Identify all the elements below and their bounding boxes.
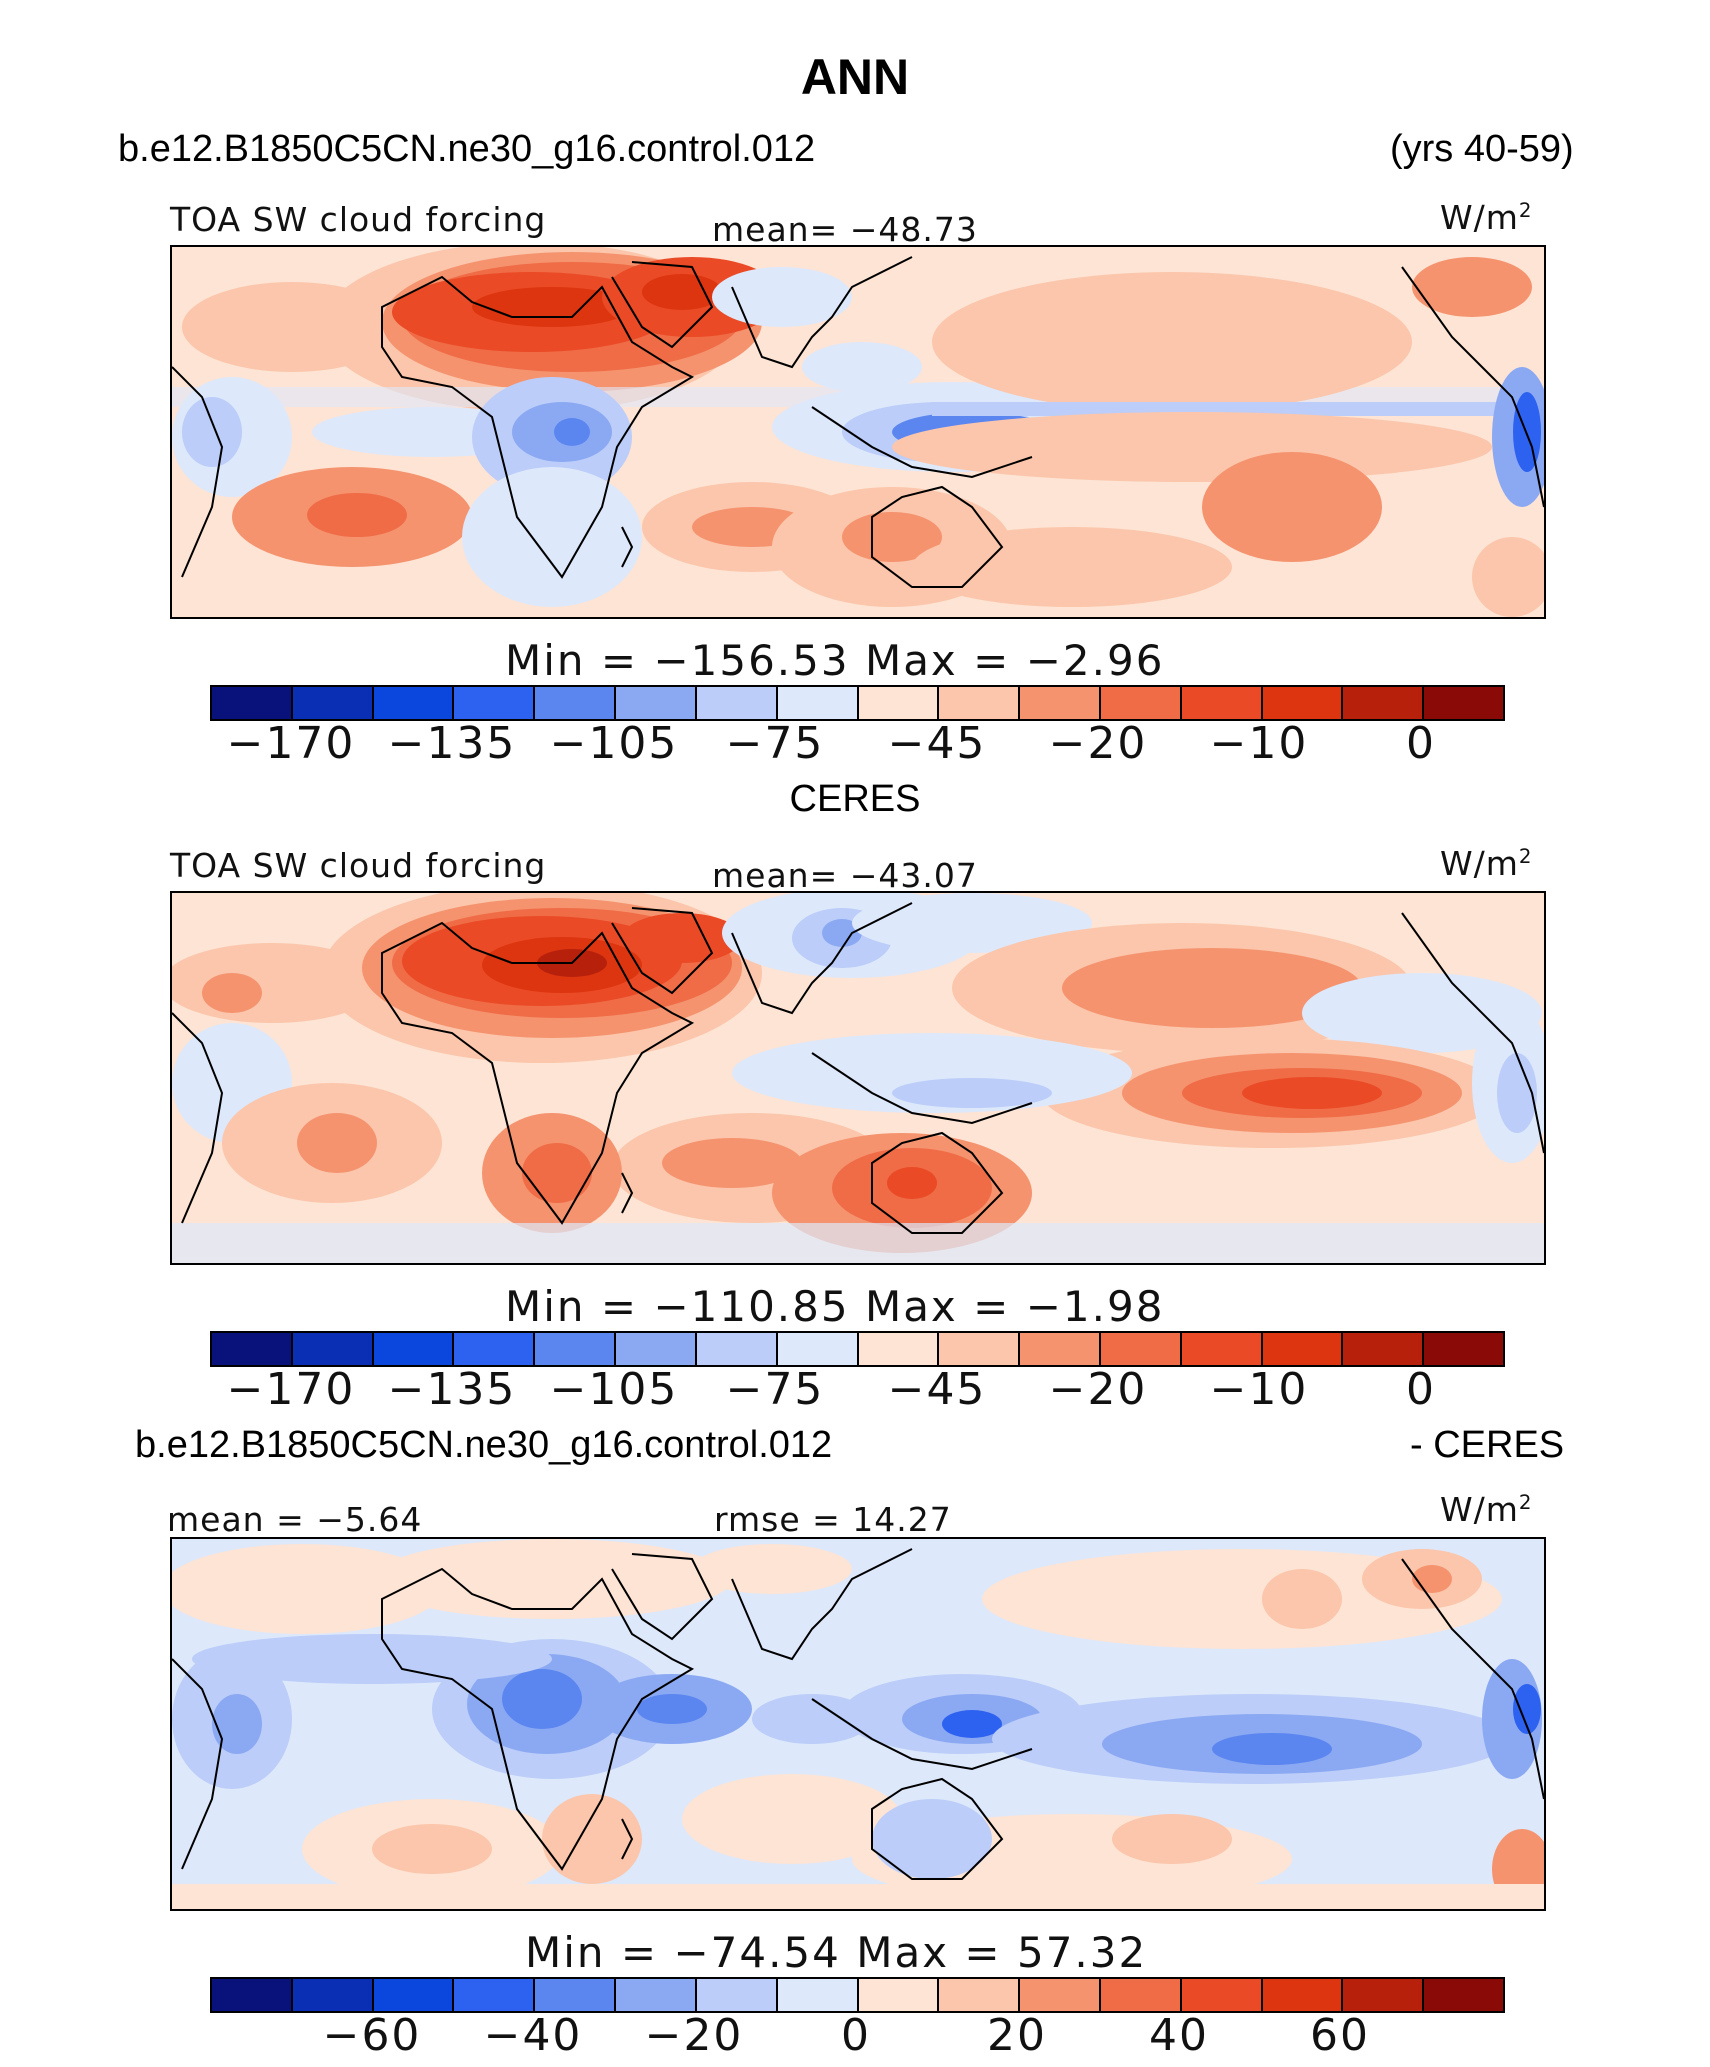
units-label: W/m2 (1440, 1490, 1533, 1529)
colorbar-tick-label: 0 (1406, 1364, 1436, 1415)
min-max-stat: Min = −74.54 Max = 57.32 (525, 1928, 1148, 1977)
colorbar-tick-label: −170 (226, 718, 356, 769)
colorbar-cell (1424, 1333, 1503, 1365)
years-label: (yrs 40-59) (1390, 128, 1574, 170)
colorbar-tick-label: 40 (1149, 2010, 1209, 2061)
colorbar-cell (373, 687, 455, 719)
colorbar-cell (939, 687, 1021, 719)
colorbar-cell (1181, 687, 1263, 719)
colorbar-cell (616, 1979, 697, 2011)
colorbar-cell (696, 687, 778, 719)
colorbar-tick-label: −20 (1048, 718, 1148, 769)
colorbar-tick-label: −40 (483, 2010, 583, 2061)
colorbar-cell (535, 687, 617, 719)
colorbar-cell (1262, 1333, 1344, 1365)
colorbar-cell (292, 1333, 374, 1365)
colorbar-tick-label: −10 (1209, 718, 1309, 769)
diff-title: b.e12.B1850C5CN.ne30_g16.control.012 (135, 1424, 833, 1466)
obs-title: CERES (789, 778, 921, 820)
contour-field-obs (172, 893, 1544, 1263)
colorbar-cell (1100, 687, 1182, 719)
colorbar-cell (1181, 1333, 1263, 1365)
colorbar-tick-label: −170 (226, 1364, 356, 1415)
min-max-stat: Min = −110.85 Max = −1.98 (505, 1282, 1165, 1331)
colorbar-cell (1100, 1333, 1182, 1365)
colorbar-cell (1343, 687, 1425, 719)
colorbar-cell (292, 687, 374, 719)
colorbar-cell (858, 1333, 940, 1365)
variable-label: TOA SW cloud forcing (170, 200, 547, 239)
colorbar-cell (373, 1333, 455, 1365)
colorbar-cell (616, 1333, 697, 1365)
colorbar-cell (454, 1333, 536, 1365)
colorbar-cell (1020, 687, 1101, 719)
colorbar-cell (696, 1333, 778, 1365)
mean-stat: mean= −43.07 (712, 856, 978, 895)
colorbar-tick-label: −75 (725, 1364, 825, 1415)
colorbar-cell (777, 687, 859, 719)
colorbar-cell (1343, 1333, 1425, 1365)
colorbar-cell (858, 1979, 940, 2011)
colorbar-cell (616, 687, 697, 719)
colorbar-tick-label: 60 (1310, 2010, 1370, 2061)
colorbar-cell (1100, 1979, 1182, 2011)
colorbar-cell (1020, 1333, 1101, 1365)
mean-stat: mean = −5.64 (167, 1500, 423, 1539)
contour-field-diff (172, 1539, 1544, 1909)
colorbar-tick-label: −105 (549, 718, 679, 769)
colorbar-cell (212, 1979, 293, 2011)
colorbar-tick-label: −20 (1048, 1364, 1148, 1415)
colorbar-cell (212, 687, 293, 719)
colorbar-cell (535, 1333, 617, 1365)
colorbar-cell (373, 1979, 455, 2011)
colorbar-cell (1262, 687, 1344, 719)
colorbar-cell (1181, 1979, 1263, 2011)
colorbar-cell (454, 687, 536, 719)
min-max-stat: Min = −156.53 Max = −2.96 (505, 636, 1165, 685)
colorbar-cell (1343, 1979, 1425, 2011)
page-title: ANN (800, 49, 910, 105)
colorbar-cell (292, 1979, 374, 2011)
colorbar-cell (858, 687, 940, 719)
colorbar-tick-label: −10 (1209, 1364, 1309, 1415)
colorbar-model (210, 685, 1505, 721)
colorbar-cell (535, 1979, 617, 2011)
colorbar-obs (210, 1331, 1505, 1367)
contour-field-model (172, 247, 1544, 617)
map-diff (170, 1537, 1546, 1911)
units-label: W/m2 (1440, 844, 1533, 883)
colorbar-tick-label: −60 (322, 2010, 422, 2061)
colorbar-cell (1262, 1979, 1344, 2011)
colorbar-cell (212, 1333, 293, 1365)
case-title: b.e12.B1850C5CN.ne30_g16.control.012 (118, 128, 816, 170)
colorbar-cell (1424, 687, 1503, 719)
map-obs (170, 891, 1546, 1265)
map-model (170, 245, 1546, 619)
colorbar-cell (939, 1333, 1021, 1365)
colorbar-diff (210, 1977, 1505, 2013)
colorbar-cell (939, 1979, 1021, 2011)
colorbar-cell (777, 1333, 859, 1365)
colorbar-tick-label: −20 (644, 2010, 744, 2061)
colorbar-cell (1424, 1979, 1503, 2011)
colorbar-cell (454, 1979, 536, 2011)
colorbar-cell (696, 1979, 778, 2011)
colorbar-tick-label: −135 (387, 1364, 517, 1415)
colorbar-tick-label: −135 (387, 718, 517, 769)
colorbar-cell (1020, 1979, 1101, 2011)
colorbar-tick-label: 0 (1406, 718, 1436, 769)
rmse-stat: rmse = 14.27 (714, 1500, 952, 1539)
units-label: W/m2 (1440, 198, 1533, 237)
colorbar-tick-label: −45 (887, 1364, 987, 1415)
mean-stat: mean= −48.73 (712, 210, 978, 249)
colorbar-cell (777, 1979, 859, 2011)
colorbar-tick-label: −75 (725, 718, 825, 769)
colorbar-tick-label: −45 (887, 718, 987, 769)
colorbar-tick-label: 20 (987, 2010, 1047, 2061)
colorbar-tick-label: 0 (841, 2010, 871, 2061)
variable-label: TOA SW cloud forcing (170, 846, 547, 885)
diff-title-suffix: - CERES (1410, 1424, 1565, 1466)
colorbar-tick-label: −105 (549, 1364, 679, 1415)
